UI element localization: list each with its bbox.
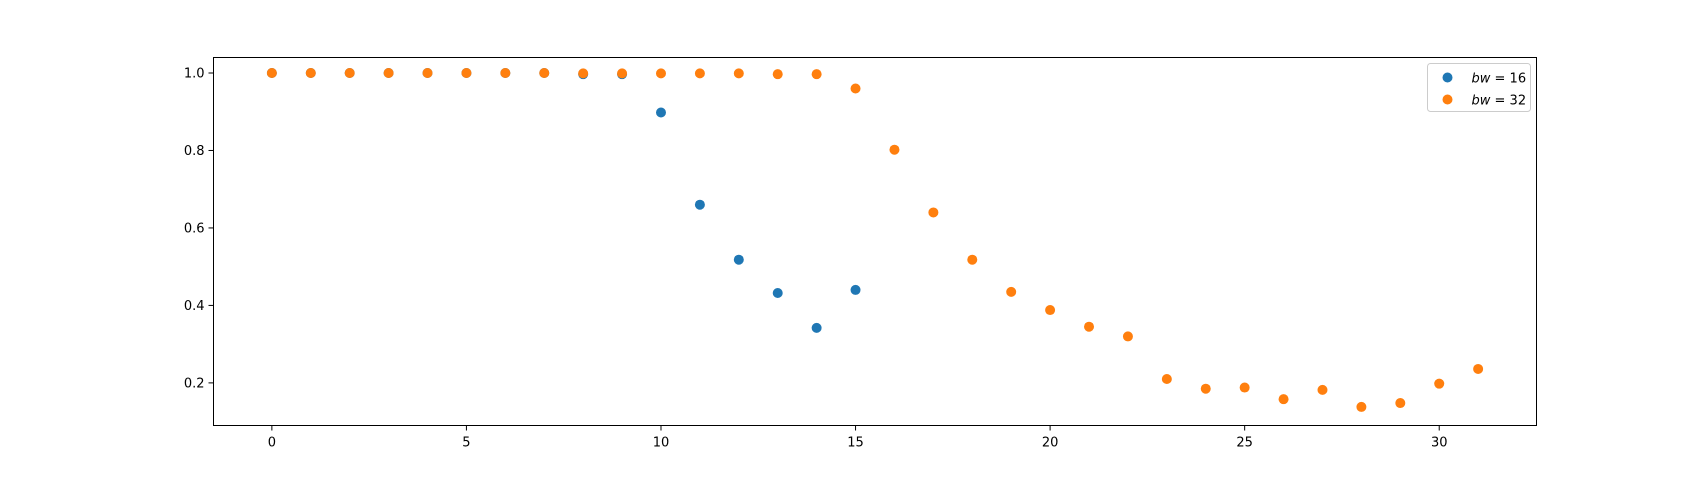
data-point-series-2 [305, 67, 316, 78]
x-tick-label: 5 [462, 436, 470, 451]
y-tick-label: 0.4 [184, 299, 205, 314]
x-tick-label: 25 [1236, 436, 1253, 451]
data-point-series-1 [811, 322, 822, 333]
y-tick-label: 0.8 [184, 144, 205, 159]
legend-entry-1: bw = 16 [1472, 72, 1527, 87]
data-point-series-2 [539, 67, 550, 78]
x-tick-label: 10 [653, 436, 670, 451]
data-point-series-2 [772, 69, 783, 80]
data-point-series-2 [889, 144, 900, 155]
data-point-series-2 [1239, 382, 1250, 393]
x-tick-label: 20 [1042, 436, 1059, 451]
x-tick-label: 15 [847, 436, 864, 451]
legend-entry-2: bw = 32 [1472, 94, 1527, 109]
series-2 [266, 67, 1484, 412]
data-point-series-2 [811, 69, 822, 80]
data-point-series-2 [1395, 398, 1406, 409]
data-point-series-2 [1473, 363, 1484, 374]
data-point-series-2 [1006, 286, 1017, 297]
series-1 [266, 67, 861, 333]
plot-frame [213, 57, 1537, 426]
data-point-series-2 [1356, 401, 1367, 412]
legend-box [1427, 63, 1531, 112]
data-point-series-2 [928, 207, 939, 218]
data-point-series-2 [500, 67, 511, 78]
data-point-series-1 [694, 199, 705, 210]
data-point-series-2 [1278, 394, 1289, 405]
data-point-series-1 [733, 254, 744, 265]
y-tick-label: 0.6 [184, 221, 205, 236]
data-point-series-2 [1317, 384, 1328, 395]
data-point-series-2 [1161, 374, 1172, 385]
x-tick-label: 30 [1431, 436, 1448, 451]
data-point-series-2 [461, 67, 472, 78]
data-point-series-1 [850, 284, 861, 295]
legend-marker [1442, 72, 1453, 83]
data-point-series-2 [694, 68, 705, 79]
data-point-series-2 [266, 67, 277, 78]
data-point-series-1 [655, 107, 666, 118]
data-point-series-1 [772, 288, 783, 299]
legend-marker [1442, 94, 1453, 105]
data-point-series-2 [655, 68, 666, 79]
data-point-series-2 [383, 67, 394, 78]
data-point-series-2 [967, 254, 978, 265]
y-tick-label: 0.2 [184, 376, 205, 391]
x-tick-label: 0 [268, 436, 276, 451]
data-point-series-2 [1084, 321, 1095, 332]
data-point-series-2 [422, 67, 433, 78]
data-point-series-2 [617, 68, 628, 79]
data-point-series-2 [344, 67, 355, 78]
data-point-series-2 [1434, 378, 1445, 389]
data-point-series-2 [733, 68, 744, 79]
data-point-series-2 [1200, 383, 1211, 394]
legend: bw = 16 bw = 32 [1427, 63, 1531, 112]
data-point-series-2 [1122, 331, 1133, 342]
data-point-series-2 [850, 83, 861, 94]
data-point-series-2 [1045, 305, 1056, 316]
y-tick-label: 1.0 [184, 66, 205, 81]
data-point-series-2 [578, 68, 589, 79]
